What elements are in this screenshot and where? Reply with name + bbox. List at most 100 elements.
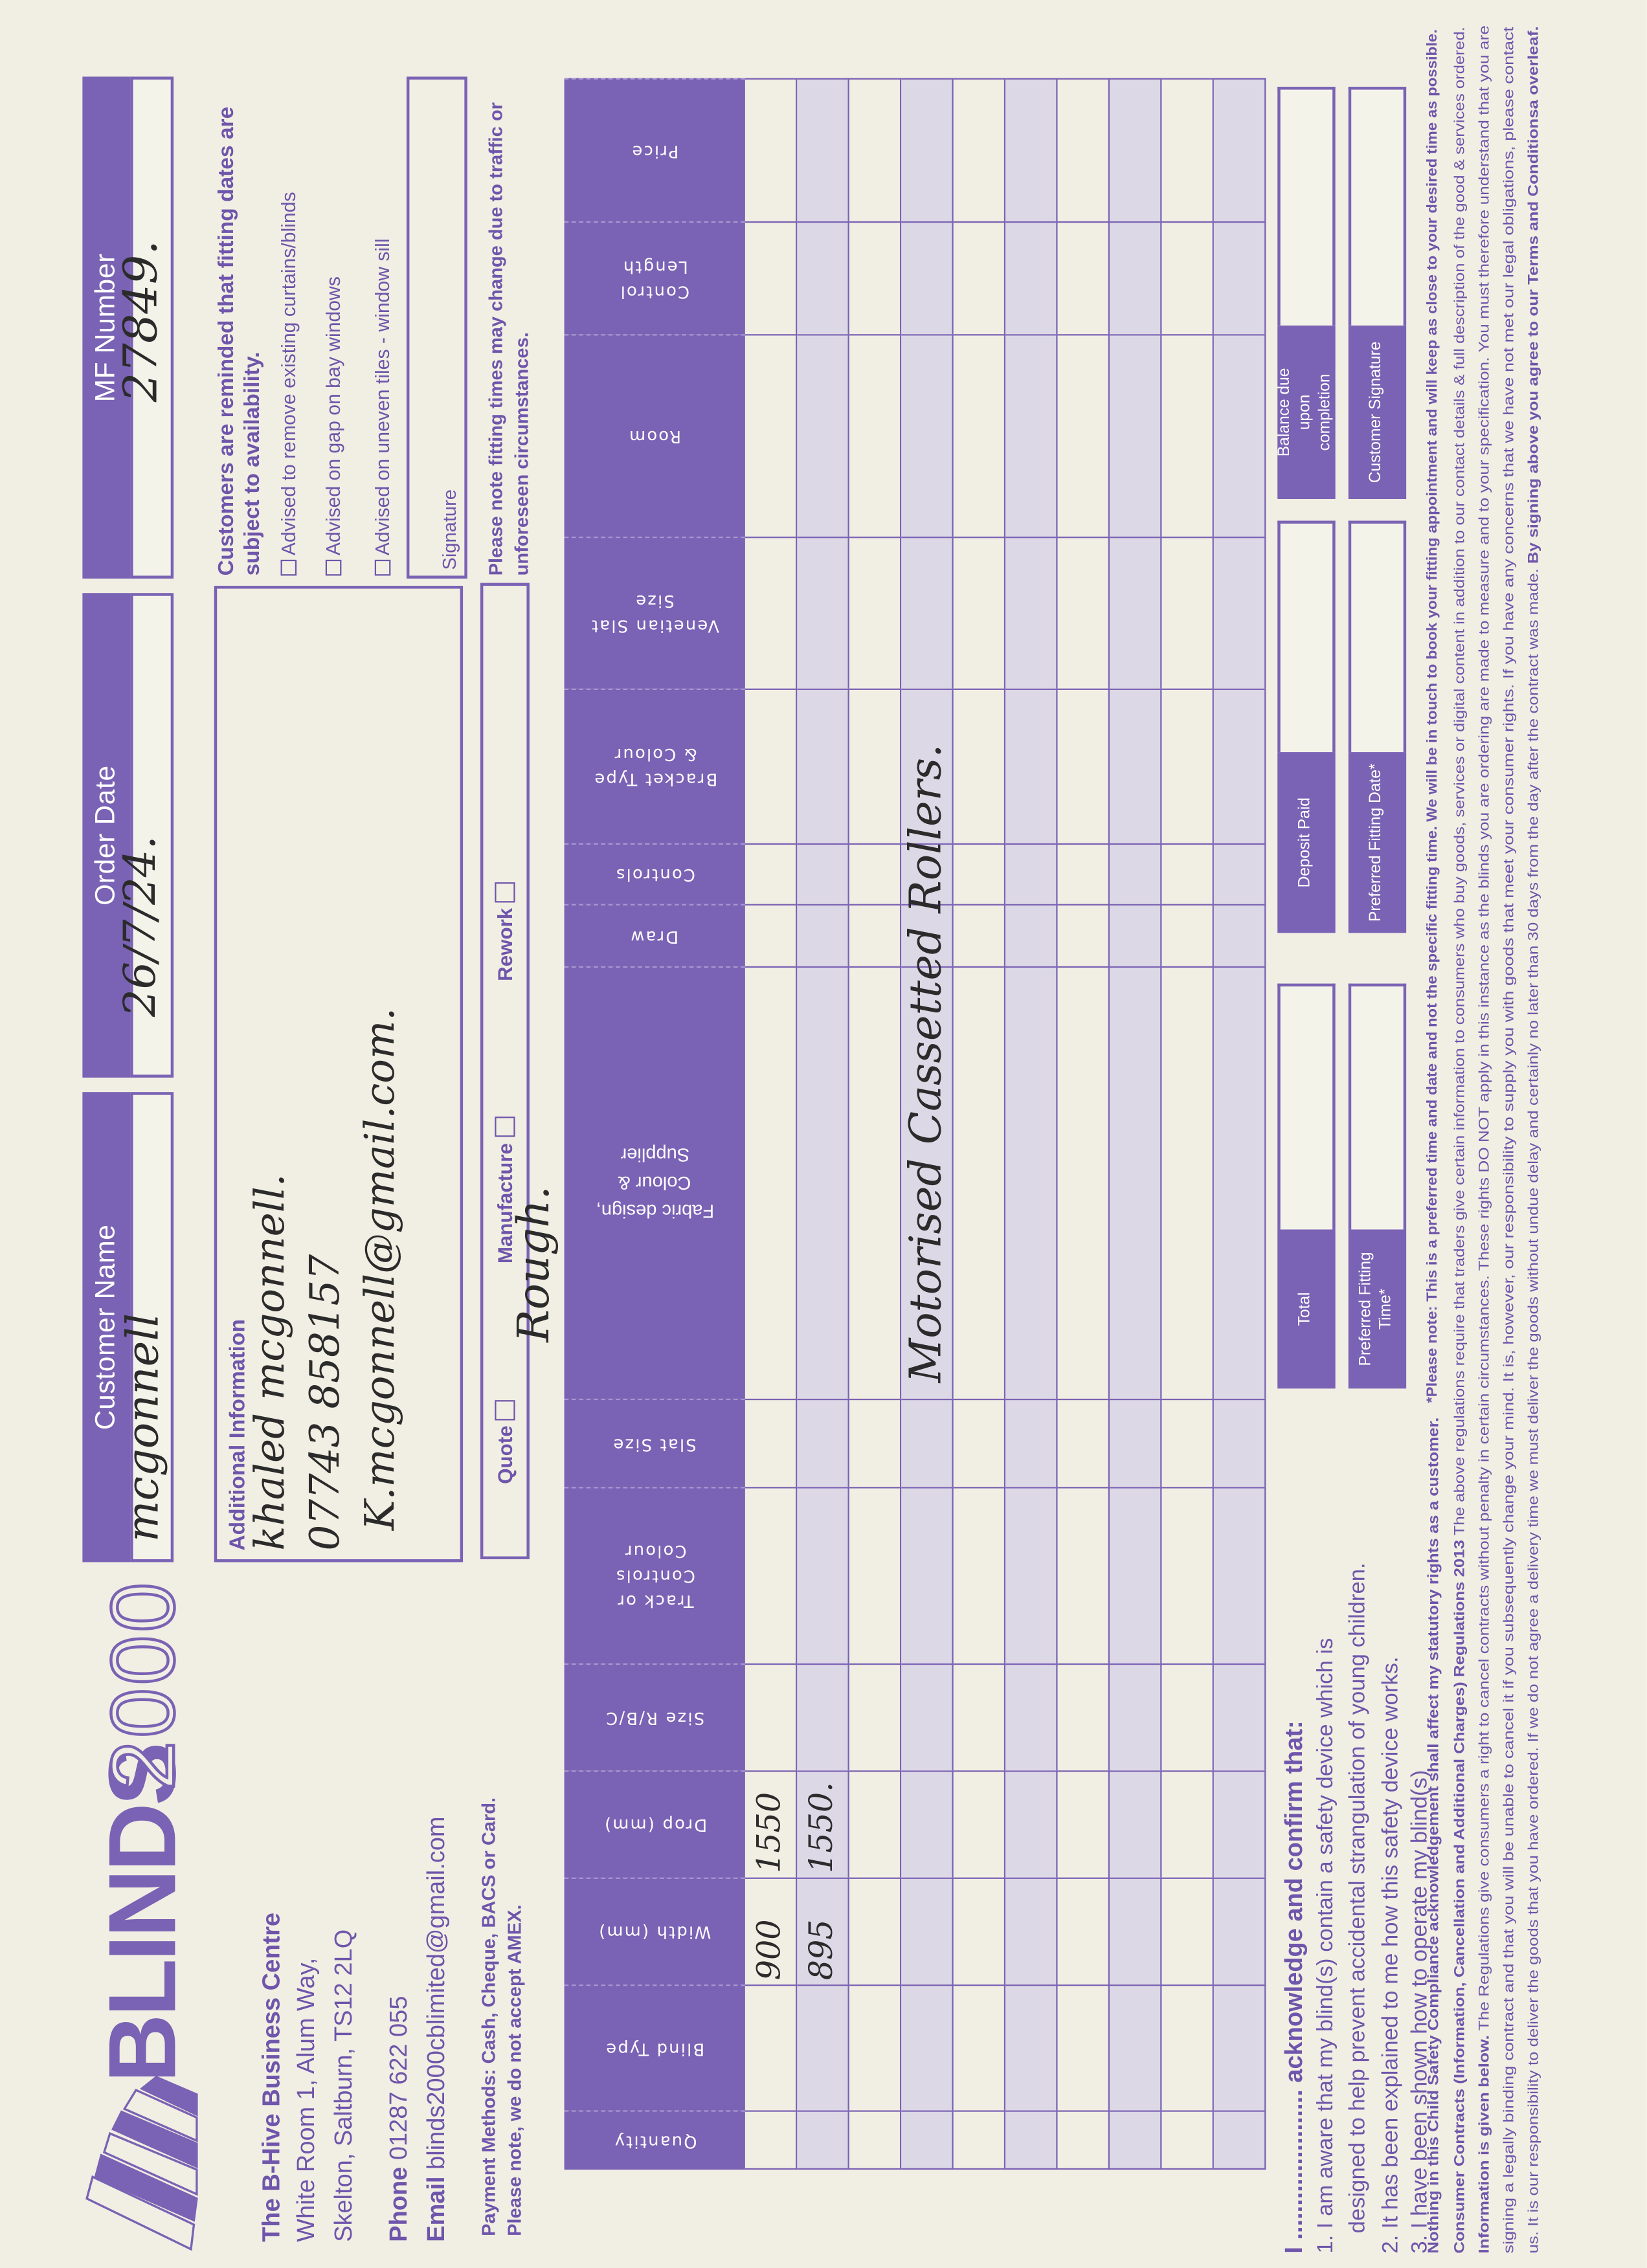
table-cell-blind-type[interactable] bbox=[1057, 1984, 1110, 2111]
table-cell-fabric-design[interactable] bbox=[1161, 966, 1214, 1399]
table-cell-width[interactable] bbox=[1005, 1877, 1058, 1984]
table-cell-blind-type[interactable] bbox=[953, 1984, 1006, 2111]
table-cell-fabric-design[interactable] bbox=[1005, 966, 1058, 1399]
deposit-paid-field[interactable] bbox=[1277, 520, 1336, 753]
table-cell-blind-type[interactable] bbox=[745, 1984, 798, 2111]
table-cell-bracket-type[interactable] bbox=[745, 688, 798, 843]
table-cell-size-rbc[interactable] bbox=[1110, 1663, 1162, 1771]
table-cell-fabric-design[interactable] bbox=[1213, 966, 1266, 1399]
table-cell-width[interactable] bbox=[953, 1877, 1006, 1984]
table-cell-venetian-slat-size[interactable] bbox=[1057, 537, 1110, 689]
table-cell-bracket-type[interactable] bbox=[797, 688, 849, 843]
table-cell-width[interactable] bbox=[1057, 1877, 1110, 1984]
table-cell-room[interactable] bbox=[1057, 334, 1110, 537]
table-cell-slat-size[interactable] bbox=[1213, 1398, 1266, 1487]
table-cell-slat-size[interactable] bbox=[797, 1398, 849, 1487]
table-cell-venetian-slat-size[interactable] bbox=[1110, 537, 1162, 689]
checkbox-icon[interactable] bbox=[374, 559, 391, 576]
table-cell-price[interactable] bbox=[797, 78, 849, 221]
order-date-field[interactable]: 26/7/24. bbox=[116, 593, 174, 1078]
checkbox-gap-bay-windows[interactable]: Advised on gap on bay windows bbox=[322, 276, 344, 576]
table-cell-room[interactable] bbox=[1110, 334, 1162, 537]
table-cell-quantity[interactable] bbox=[1161, 2110, 1214, 2170]
table-cell-fabric-design[interactable]: Motorised Cassetted Rollers. bbox=[901, 744, 954, 1399]
table-cell-track-controls-colour[interactable] bbox=[1057, 1487, 1110, 1663]
table-cell-track-controls-colour[interactable] bbox=[1005, 1487, 1058, 1663]
table-cell-draw[interactable] bbox=[1005, 904, 1058, 966]
table-cell-drop[interactable] bbox=[901, 1770, 954, 1878]
table-cell-room[interactable] bbox=[953, 334, 1006, 537]
table-cell-venetian-slat-size[interactable] bbox=[1005, 537, 1058, 689]
acknowledgement-name-blank[interactable]: I ...................... bbox=[1280, 2089, 1308, 2254]
table-cell-venetian-slat-size[interactable] bbox=[1161, 537, 1214, 689]
table-cell-track-controls-colour[interactable] bbox=[953, 1487, 1006, 1663]
mf-number-field[interactable]: 27849. bbox=[113, 76, 174, 579]
quote-checkbox[interactable] bbox=[495, 1399, 515, 1420]
table-cell-draw[interactable] bbox=[1213, 904, 1266, 966]
table-cell-blind-type[interactable] bbox=[849, 1984, 902, 2111]
table-cell-drop[interactable]: 1550 bbox=[745, 1770, 798, 1878]
signature-field[interactable]: Signature bbox=[406, 76, 467, 579]
table-cell-draw[interactable] bbox=[797, 904, 849, 966]
table-cell-control-length[interactable] bbox=[1005, 221, 1058, 335]
checkbox-icon[interactable] bbox=[280, 559, 297, 576]
table-cell-draw[interactable] bbox=[849, 904, 902, 966]
table-cell-venetian-slat-size[interactable] bbox=[797, 537, 849, 689]
checkbox-uneven-tiles[interactable]: Advised on uneven tiles - window sill bbox=[372, 238, 394, 576]
table-cell-bracket-type[interactable] bbox=[849, 688, 902, 843]
table-cell-control-length[interactable] bbox=[745, 221, 798, 335]
table-cell-size-rbc[interactable] bbox=[797, 1663, 849, 1771]
table-cell-bracket-type[interactable] bbox=[1161, 688, 1214, 843]
table-cell-blind-type[interactable] bbox=[1161, 1984, 1214, 2111]
preferred-fitting-time-field[interactable] bbox=[1348, 983, 1407, 1230]
table-cell-slat-size[interactable] bbox=[1110, 1398, 1162, 1487]
table-cell-blind-type[interactable] bbox=[797, 1984, 849, 2111]
table-cell-width[interactable]: 895 bbox=[797, 1877, 849, 1984]
table-cell-controls[interactable] bbox=[745, 843, 798, 904]
table-cell-slat-size[interactable] bbox=[1161, 1398, 1214, 1487]
table-cell-control-length[interactable] bbox=[1110, 221, 1162, 335]
table-cell-blind-type[interactable] bbox=[1110, 1984, 1162, 2111]
additional-info-box[interactable]: Additional Information khaled mcgonnell.… bbox=[214, 586, 464, 1562]
table-cell-width[interactable] bbox=[901, 1877, 954, 1984]
table-cell-controls[interactable] bbox=[849, 843, 902, 904]
table-cell-size-rbc[interactable] bbox=[1213, 1663, 1266, 1771]
table-cell-size-rbc[interactable] bbox=[745, 1663, 798, 1771]
table-cell-drop[interactable] bbox=[1213, 1770, 1266, 1878]
table-cell-control-length[interactable] bbox=[1161, 221, 1214, 335]
table-cell-size-rbc[interactable] bbox=[1005, 1663, 1058, 1771]
table-cell-room[interactable] bbox=[1005, 334, 1058, 537]
manufacture-checkbox[interactable] bbox=[495, 1117, 515, 1138]
table-cell-price[interactable] bbox=[1213, 78, 1266, 221]
table-cell-price[interactable] bbox=[745, 78, 798, 221]
table-cell-price[interactable] bbox=[849, 78, 902, 221]
table-cell-price[interactable] bbox=[1161, 78, 1214, 221]
table-cell-width[interactable]: 900 bbox=[745, 1877, 798, 1984]
table-cell-drop[interactable]: 1550. bbox=[797, 1770, 849, 1878]
table-cell-quantity[interactable] bbox=[901, 2110, 954, 2170]
table-cell-size-rbc[interactable] bbox=[953, 1663, 1006, 1771]
table-cell-price[interactable] bbox=[1057, 78, 1110, 221]
table-cell-room[interactable] bbox=[797, 334, 849, 537]
table-cell-venetian-slat-size[interactable] bbox=[849, 537, 902, 689]
table-cell-controls[interactable] bbox=[1110, 843, 1162, 904]
table-cell-drop[interactable] bbox=[1005, 1770, 1058, 1878]
table-cell-fabric-design[interactable] bbox=[1110, 966, 1162, 1399]
table-cell-control-length[interactable] bbox=[849, 221, 902, 335]
table-cell-slat-size[interactable] bbox=[1005, 1398, 1058, 1487]
table-cell-venetian-slat-size[interactable] bbox=[901, 537, 954, 689]
preferred-fitting-date-field[interactable] bbox=[1348, 520, 1407, 753]
table-cell-track-controls-colour[interactable] bbox=[849, 1487, 902, 1663]
table-cell-size-rbc[interactable] bbox=[849, 1663, 902, 1771]
table-cell-track-controls-colour[interactable] bbox=[797, 1487, 849, 1663]
table-cell-room[interactable] bbox=[849, 334, 902, 537]
table-cell-blind-type[interactable] bbox=[1213, 1984, 1266, 2111]
table-cell-drop[interactable] bbox=[1161, 1770, 1214, 1878]
table-cell-slat-size[interactable] bbox=[953, 1398, 1006, 1487]
table-cell-control-length[interactable] bbox=[953, 221, 1006, 335]
table-cell-drop[interactable] bbox=[1057, 1770, 1110, 1878]
table-cell-controls[interactable] bbox=[1057, 843, 1110, 904]
table-cell-size-rbc[interactable] bbox=[1161, 1663, 1214, 1771]
table-cell-venetian-slat-size[interactable] bbox=[745, 537, 798, 689]
table-cell-quantity[interactable] bbox=[797, 2110, 849, 2170]
